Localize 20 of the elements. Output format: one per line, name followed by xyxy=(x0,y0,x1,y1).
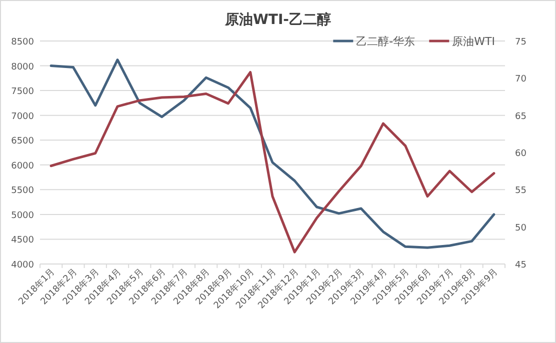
y2-tick-label: 75 xyxy=(515,38,526,48)
y-tick-label: 8500 xyxy=(11,38,34,48)
y2-tick-label: 70 xyxy=(515,74,527,85)
y-tick-label: 6000 xyxy=(11,161,34,172)
y-tick-label: 5500 xyxy=(11,186,34,196)
legend-label: 原油WTI xyxy=(452,35,495,48)
legend-label: 乙二醇-华东 xyxy=(356,35,416,48)
y-tick-label: 8000 xyxy=(11,62,34,72)
y2-tick-label: 45 xyxy=(515,260,526,270)
y-tick-label: 7500 xyxy=(11,87,34,98)
y2-tick-label: 60 xyxy=(515,149,527,159)
y-tick-label: 4500 xyxy=(11,236,34,246)
y-tick-label: 5000 xyxy=(11,210,34,221)
y2-tick-label: 65 xyxy=(515,112,526,122)
chart-title: 原油WTI-乙二醇 xyxy=(224,11,332,28)
y-tick-label: 4000 xyxy=(11,260,34,270)
y2-tick-label: 50 xyxy=(515,223,527,234)
y-tick-label: 6500 xyxy=(11,136,34,147)
y-tick-label: 7000 xyxy=(11,112,34,122)
y2-tick-label: 55 xyxy=(515,186,526,196)
